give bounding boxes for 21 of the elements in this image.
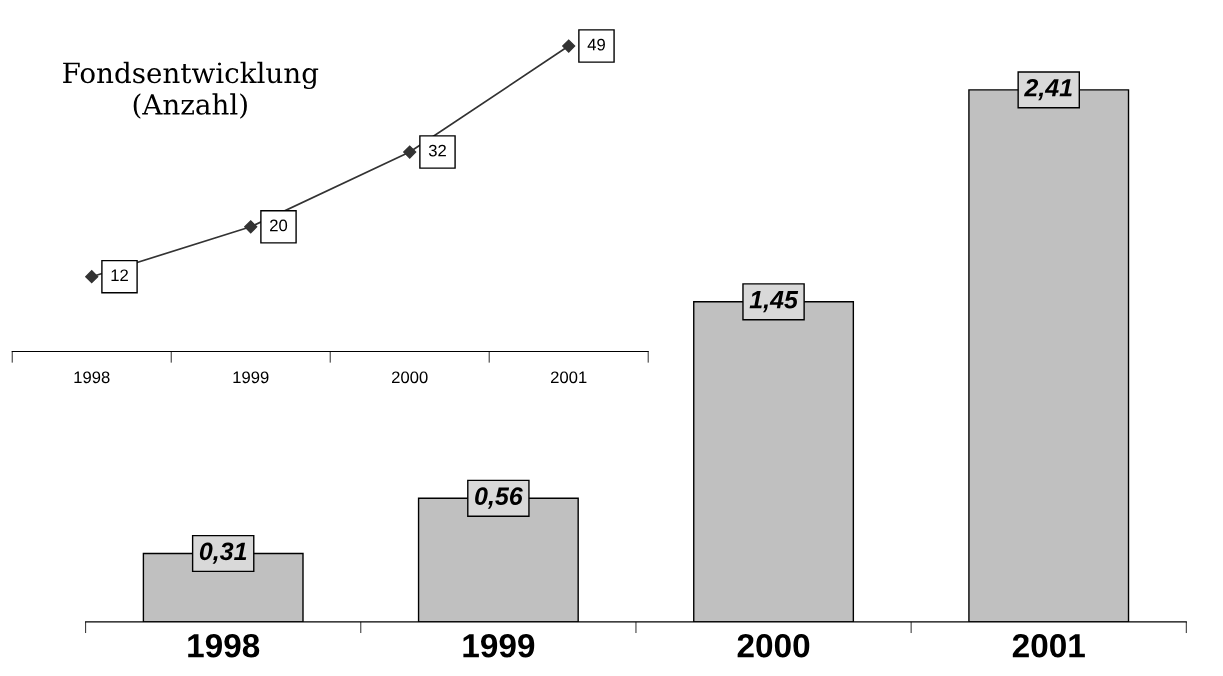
- x-tick-label: 2000: [737, 633, 810, 658]
- x-tick-label: 2001: [551, 371, 587, 384]
- data-label: 0,56: [475, 487, 523, 509]
- point: [562, 39, 576, 53]
- data-label: 1,45: [749, 291, 799, 313]
- point: [244, 220, 258, 234]
- data-label: 20: [270, 219, 288, 232]
- point: [85, 270, 99, 284]
- data-label: 32: [428, 144, 446, 157]
- x-tick-label: 2000: [392, 371, 428, 384]
- text: Fondsentwicklung (Anzahl): [63, 61, 319, 119]
- data-label: 0,31: [199, 542, 247, 564]
- x-tick-label: 1999: [233, 371, 269, 384]
- x-tick-label: 1998: [74, 371, 110, 384]
- data-label: 2,41: [1024, 78, 1072, 101]
- data-label: 49: [587, 38, 605, 51]
- x-tick-label: 1999: [463, 633, 535, 658]
- x-tick-label: 2001: [1012, 633, 1085, 658]
- data-label: 12: [111, 269, 128, 282]
- point: [403, 145, 417, 159]
- x-tick-label: 1998: [188, 633, 260, 658]
